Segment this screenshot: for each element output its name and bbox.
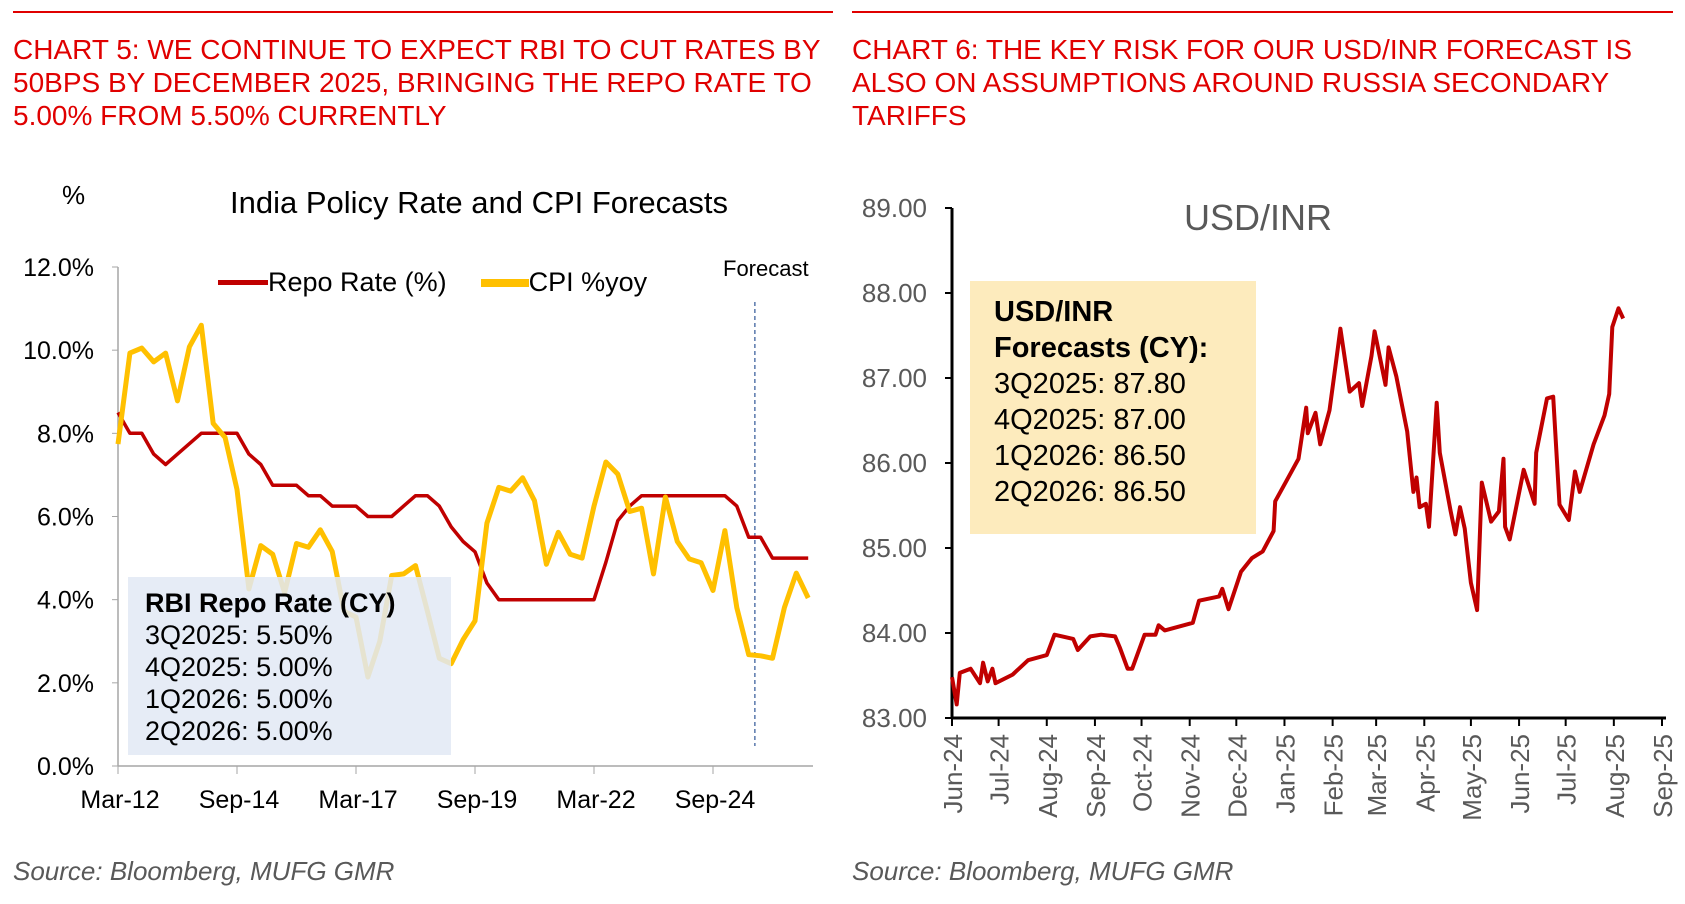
- usdinr-forecast-box: USD/INR Forecasts (CY): 3Q2025: 87.80 4Q…: [970, 281, 1256, 534]
- y-tick-label: 83.00: [862, 703, 927, 733]
- x-tick-label: Sep-24: [1081, 734, 1111, 818]
- x-tick-label: Jun-25: [1505, 734, 1535, 814]
- y-tick-label: 8.0%: [37, 420, 94, 448]
- x-tick-label: Aug-25: [1600, 734, 1630, 818]
- x-tick-label: Mar-12: [80, 786, 159, 814]
- y-tick-label: 87.00: [862, 363, 927, 393]
- repo-box-line: 4Q2025: 5.00%: [145, 652, 333, 682]
- x-tick-label: Oct-24: [1128, 734, 1158, 812]
- x-tick-label: Dec-24: [1222, 734, 1252, 818]
- y-tick-label: 6.0%: [37, 504, 94, 532]
- legend-label-repo: Repo Rate (%): [268, 267, 447, 297]
- repo-forecast-box: RBI Repo Rate (CY) 3Q2025: 5.50% 4Q2025:…: [128, 577, 451, 755]
- repo-box-line: 3Q2025: 5.50%: [145, 620, 333, 650]
- x-tick-label: Mar-22: [556, 786, 635, 814]
- x-tick-label: Sep-25: [1648, 734, 1678, 818]
- chart5-heading: Chart 5: We continue to expect RBI to cu…: [13, 34, 820, 131]
- left-legend: Repo Rate (%) CPI %yoy: [218, 267, 647, 298]
- x-tick-label: Jul-25: [1552, 734, 1582, 805]
- y-tick-label: 2.0%: [37, 670, 94, 698]
- legend-swatch-repo: [218, 280, 268, 285]
- usdinr-box-line: 1Q2026: 86.50: [994, 440, 1186, 472]
- usdinr-box-line: 4Q2025: 87.00: [994, 404, 1186, 436]
- legend-swatch-cpi: [480, 278, 529, 287]
- x-tick-label: Mar-25: [1362, 734, 1392, 816]
- y-tick-label: 86.00: [862, 448, 927, 478]
- x-tick-label: Sep-14: [199, 786, 280, 814]
- y-tick-label: 88.00: [862, 278, 927, 308]
- chart6-heading: Chart 6: The key risk for our USD/INR fo…: [852, 34, 1633, 131]
- right-source: Source: Bloomberg, MUFG GMR: [852, 856, 1234, 886]
- x-tick-label: Jun-24: [938, 734, 968, 814]
- y-tick-label: 89.00: [862, 193, 927, 223]
- repo-box-line: 2Q2026: 5.00%: [145, 716, 333, 746]
- forecast-label: Forecast: [723, 256, 809, 281]
- legend-label-cpi: CPI %yoy: [528, 267, 648, 297]
- y-tick-label: 85.00: [862, 533, 927, 563]
- x-tick-label: Apr-25: [1410, 734, 1440, 812]
- right-heading-rule: [852, 11, 1673, 13]
- usdinr-box-line: 3Q2025: 87.80: [994, 368, 1186, 400]
- y-tick-label: 4.0%: [37, 587, 94, 615]
- usdinr-box-line: 2Q2026: 86.50: [994, 476, 1186, 508]
- repo-box-line: 1Q2026: 5.00%: [145, 684, 333, 714]
- x-tick-label: Jan-25: [1270, 734, 1300, 814]
- y-tick-label: 12.0%: [23, 254, 94, 282]
- y-tick-label: 0.0%: [37, 753, 94, 781]
- x-tick-label: Sep-19: [437, 786, 518, 814]
- y-unit-label: %: [62, 180, 86, 210]
- x-tick-label: May-25: [1457, 734, 1487, 821]
- x-tick-label: Aug-24: [1033, 734, 1063, 818]
- x-tick-label: Mar-17: [318, 786, 397, 814]
- usdinr-box-subtitle: Forecasts (CY):: [994, 332, 1209, 364]
- x-tick-label: Nov-24: [1176, 734, 1206, 818]
- x-tick-label: Sep-24: [675, 786, 756, 814]
- x-tick-label: Jul-24: [985, 734, 1015, 805]
- right-chart-title: USD/INR: [1184, 197, 1333, 238]
- x-tick-label: Feb-25: [1319, 734, 1349, 816]
- usdinr-box-title: USD/INR: [994, 296, 1114, 328]
- y-tick-label: 10.0%: [23, 337, 94, 365]
- repo-box-title: RBI Repo Rate (CY): [145, 588, 396, 618]
- left-heading-rule: [13, 11, 833, 13]
- y-tick-label: 84.00: [862, 618, 927, 648]
- left-source: Source: Bloomberg, MUFG GMR: [13, 856, 395, 886]
- left-chart-title: India Policy Rate and CPI Forecasts: [230, 185, 728, 220]
